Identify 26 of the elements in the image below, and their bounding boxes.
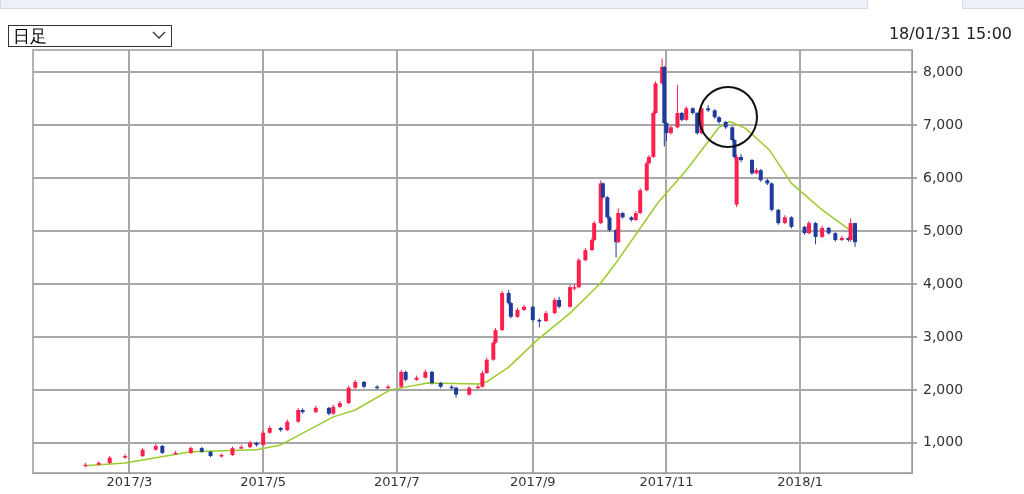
candlestick xyxy=(123,453,128,460)
y-tick-label: 3,000 xyxy=(923,327,964,344)
candlestick xyxy=(522,304,527,312)
candlestick xyxy=(638,187,643,215)
y-tick-label: 1,000 xyxy=(923,433,964,450)
text: 18/01/31 15:00 xyxy=(888,24,1012,43)
candlestick xyxy=(839,235,844,242)
x-tick-label: 2017/11 xyxy=(639,474,694,490)
candlestick xyxy=(675,84,680,129)
candlestick xyxy=(706,104,711,113)
candlestick xyxy=(813,221,818,245)
x-tick-label: 2017/3 xyxy=(106,474,153,490)
x-tick-label: 2017/5 xyxy=(240,474,287,490)
y-tick-label: 2,000 xyxy=(923,380,964,397)
y-tick-label: 5,000 xyxy=(923,221,964,238)
y-tick-label: 6,000 xyxy=(923,168,964,185)
x-tick-label: 2017/7 xyxy=(374,474,420,490)
y-tick-label: 8,000 xyxy=(923,62,964,79)
x-tick-label: 2017/9 xyxy=(509,474,556,490)
x-tick-label: 2018/1 xyxy=(777,474,824,490)
y-tick-label: 7,000 xyxy=(923,115,964,132)
dropdown: 日足 xyxy=(8,25,172,47)
candlestick xyxy=(346,385,351,405)
candlestick xyxy=(853,222,858,248)
y-tick-label: 4,000 xyxy=(923,274,964,291)
candlestick xyxy=(739,153,744,163)
